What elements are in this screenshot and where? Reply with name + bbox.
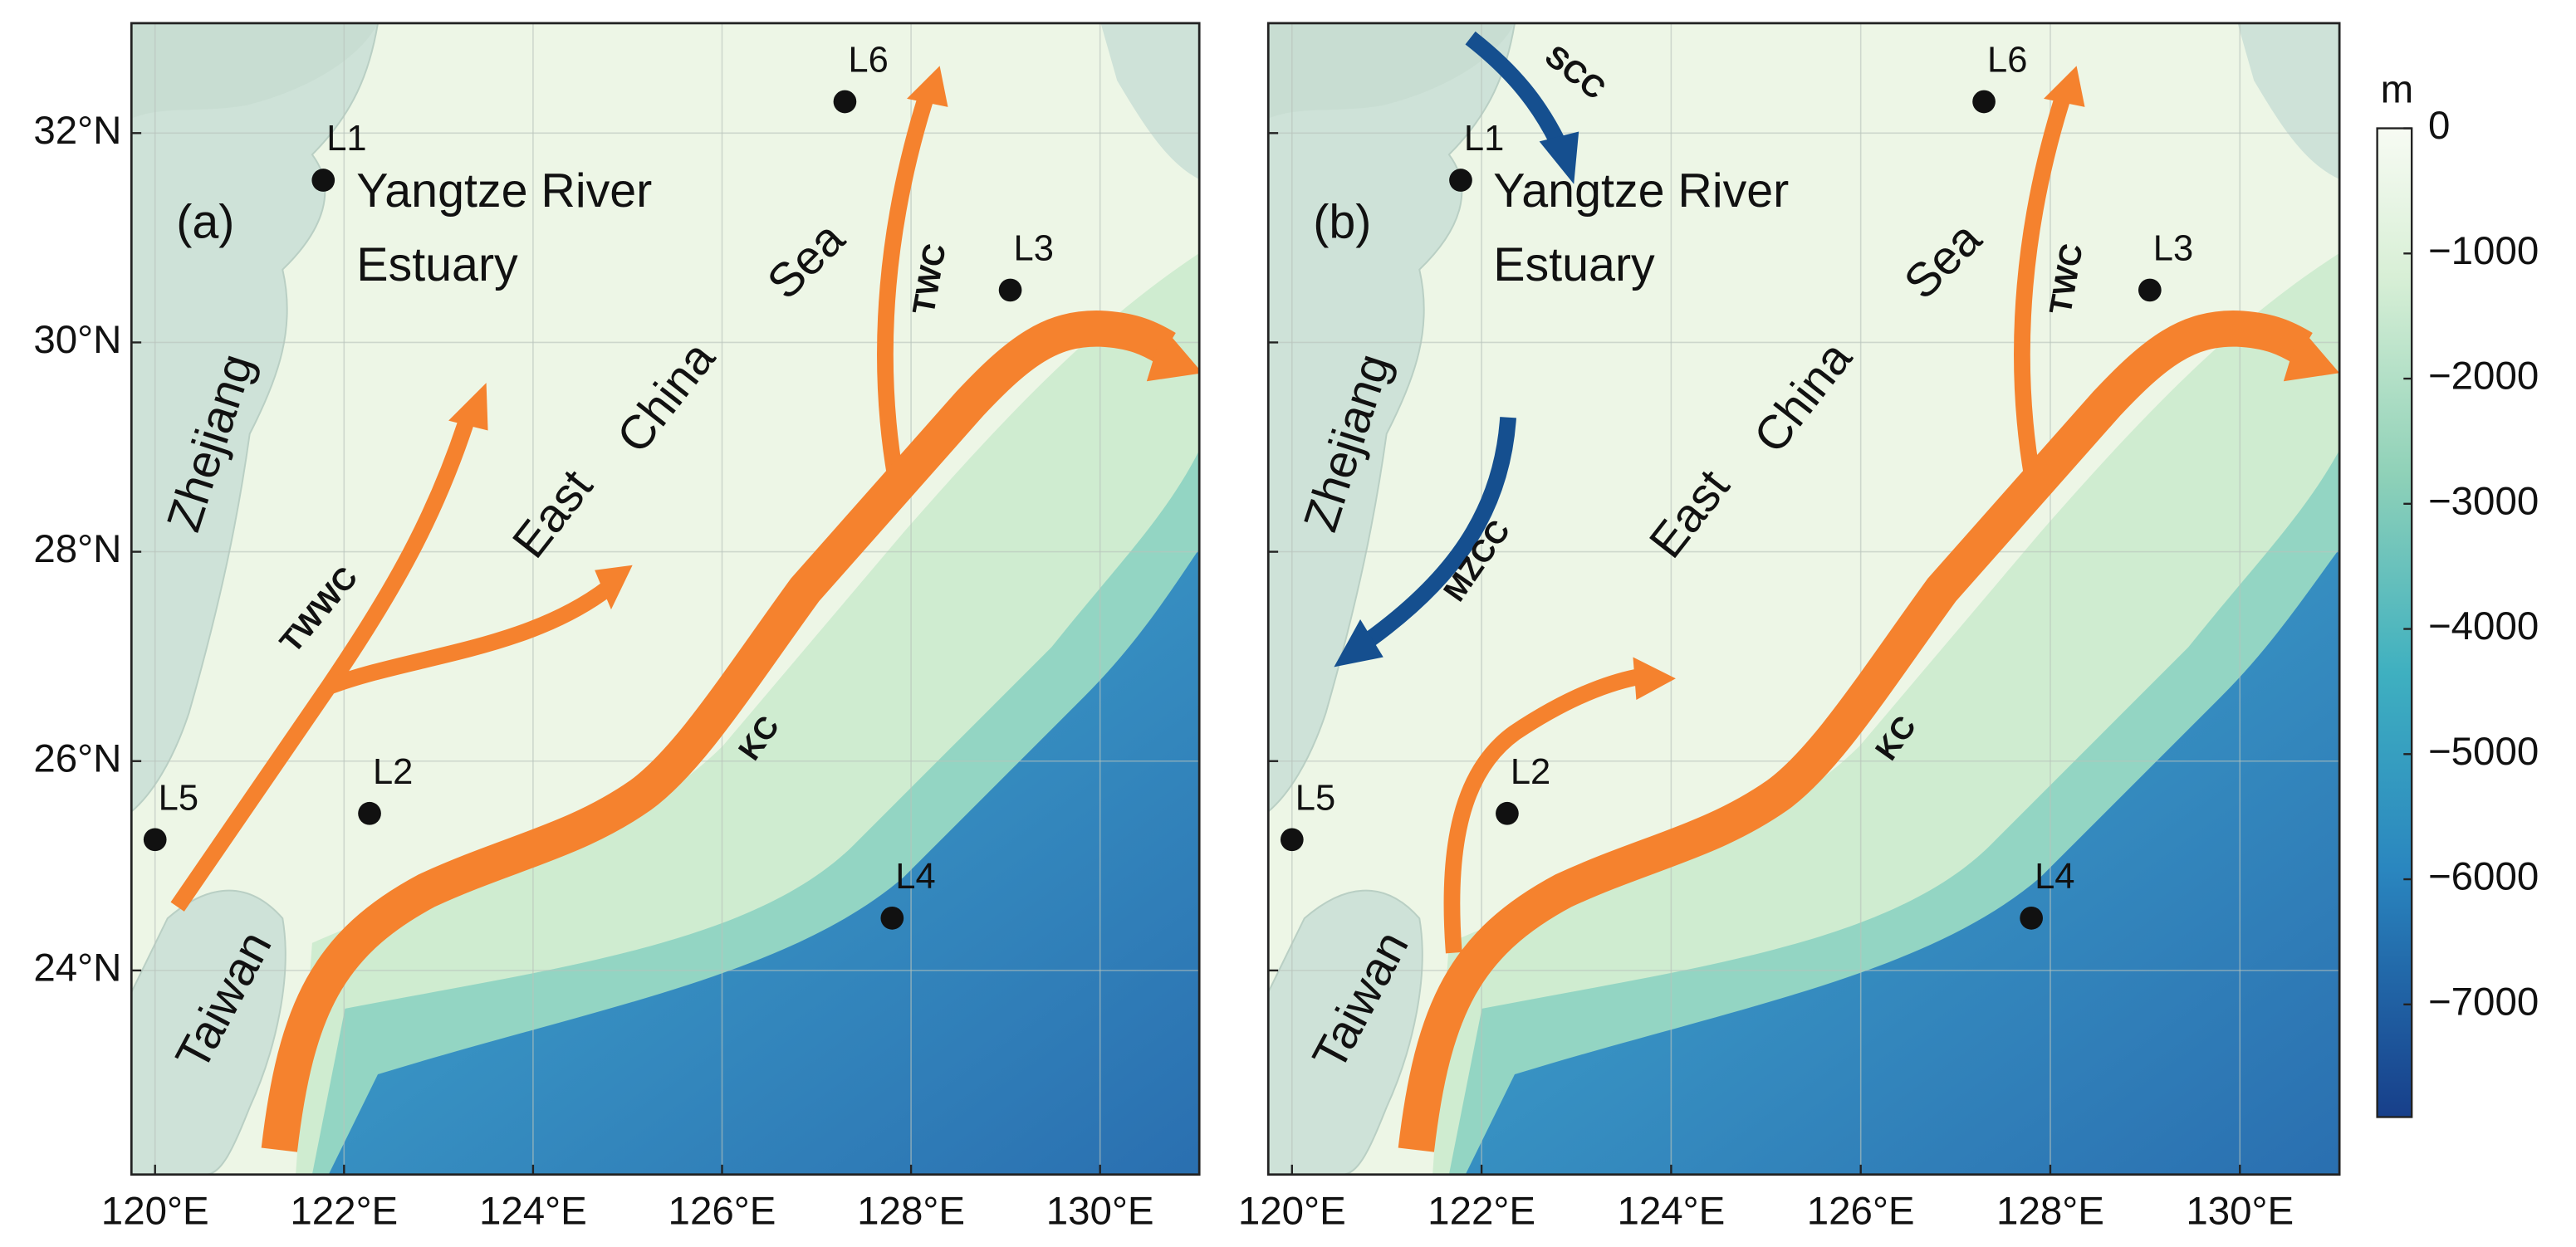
- current-arrow: [1398, 311, 2313, 1152]
- station-label: L4: [895, 857, 935, 897]
- x-tick-label: 130°E: [1046, 1190, 1154, 1234]
- place-label: Estuary: [356, 238, 518, 291]
- x-tick-label: 120°E: [101, 1190, 209, 1234]
- deep-sea: [1465, 548, 2340, 1175]
- land-japan: [2237, 22, 2340, 179]
- x-tick-label: 124°E: [479, 1190, 587, 1234]
- x-tick-label: 122°E: [290, 1190, 398, 1234]
- current-arrow: [170, 418, 475, 912]
- station-label: L1: [1464, 119, 1504, 159]
- x-tick-label: 128°E: [1996, 1190, 2104, 1234]
- colorbar-tick-label: −1000: [2428, 229, 2539, 273]
- station-label: L5: [1295, 778, 1335, 818]
- x-tick-label: 120°E: [1238, 1190, 1346, 1234]
- station: [1496, 801, 1519, 825]
- station-label: L6: [1987, 41, 2027, 81]
- deep-sea: [328, 548, 1200, 1175]
- currents: [1334, 31, 2340, 1152]
- y-tick-label: 30°N: [33, 318, 121, 362]
- current-arrow: [261, 311, 1176, 1152]
- arrow-head: [1633, 657, 1676, 700]
- panel-label: (b): [1313, 195, 1371, 248]
- arrow-head: [907, 66, 948, 107]
- x-tick-label: 130°E: [2186, 1190, 2294, 1234]
- map-body: [1268, 22, 2340, 1175]
- x-tick-label: 126°E: [1807, 1190, 1915, 1234]
- station-label: L5: [159, 778, 198, 818]
- colorbar-tick-label: −3000: [2428, 479, 2539, 523]
- y-tick-label: 24°N: [33, 946, 121, 990]
- land-north: [1268, 22, 1516, 119]
- colorbar-tick-label: −4000: [2428, 604, 2539, 648]
- map-panel: 120°E 122°E 124°E 126°E 128°E 130°ESCCMZCCTWC…: [1238, 22, 2341, 1234]
- colorbar-tick-label: −6000: [2428, 855, 2539, 899]
- land-taiwan: [131, 889, 286, 1175]
- station: [1280, 828, 1304, 852]
- place-label: Yangtze River: [1493, 164, 1789, 218]
- place-label: Yangtze River: [356, 164, 652, 218]
- station-label: L2: [1511, 752, 1550, 792]
- current-arrow: [2014, 92, 2072, 478]
- panel-label: (a): [176, 195, 234, 248]
- station-label: L4: [2035, 857, 2074, 897]
- colorbar-tick-label: 0: [2428, 104, 2450, 148]
- station-label: L6: [848, 41, 888, 81]
- arrow-head: [2044, 66, 2085, 107]
- station: [1449, 169, 1472, 192]
- colorbar-tick-label: −5000: [2428, 730, 2539, 774]
- station: [2138, 278, 2162, 302]
- colorbar-unit: m: [2381, 68, 2414, 112]
- station-label: L1: [326, 119, 366, 159]
- arrow-head: [595, 565, 633, 610]
- land-north: [131, 22, 379, 119]
- station: [1972, 90, 1996, 114]
- station: [311, 169, 335, 192]
- panel-frame: [130, 22, 1201, 1176]
- current-arrow: [877, 92, 935, 478]
- land-mainland: [1268, 22, 1516, 813]
- land-taiwan: [1268, 889, 1423, 1175]
- station-label: L3: [1014, 228, 1054, 268]
- arrow-head: [448, 383, 488, 431]
- x-tick-label: 122°E: [1428, 1190, 1535, 1234]
- currents: [170, 66, 1200, 1152]
- land-mainland: [131, 22, 380, 813]
- station: [358, 801, 381, 825]
- map-body: [131, 22, 1200, 1175]
- station-label: L3: [2153, 228, 2193, 268]
- x-tick-label: 124°E: [1617, 1190, 1725, 1234]
- y-tick-label: 26°N: [33, 736, 121, 780]
- station: [143, 828, 167, 852]
- arrow-head: [1539, 131, 1579, 184]
- place-label: Estuary: [1493, 238, 1655, 291]
- colorbar: [2376, 127, 2413, 1118]
- panel-frame: [1266, 22, 2341, 1176]
- y-tick-label: 32°N: [33, 109, 121, 153]
- station: [880, 906, 904, 930]
- colorbar-tick-label: −2000: [2428, 355, 2539, 399]
- station: [2020, 906, 2043, 930]
- current-arrow: [326, 581, 613, 695]
- station: [998, 278, 1022, 302]
- arrow-head: [2283, 326, 2340, 382]
- station-label: L2: [373, 752, 413, 792]
- y-tick-label: 28°N: [33, 527, 121, 571]
- x-tick-label: 126°E: [668, 1190, 776, 1234]
- current-arrow: [1465, 31, 1565, 145]
- current-arrow: [1365, 417, 1516, 646]
- colorbar-tick-label: −7000: [2428, 980, 2539, 1024]
- x-tick-label: 128°E: [857, 1190, 965, 1234]
- arrow-head: [1146, 326, 1200, 382]
- arrow-head: [1334, 619, 1383, 668]
- station: [833, 90, 857, 114]
- map-panel: 120°E 122°E 124°E 126°E 128°E 130°E 24°N 26°N 28…: [33, 22, 1201, 1234]
- current-arrow: [1443, 668, 1640, 954]
- land-japan: [1100, 22, 1200, 179]
